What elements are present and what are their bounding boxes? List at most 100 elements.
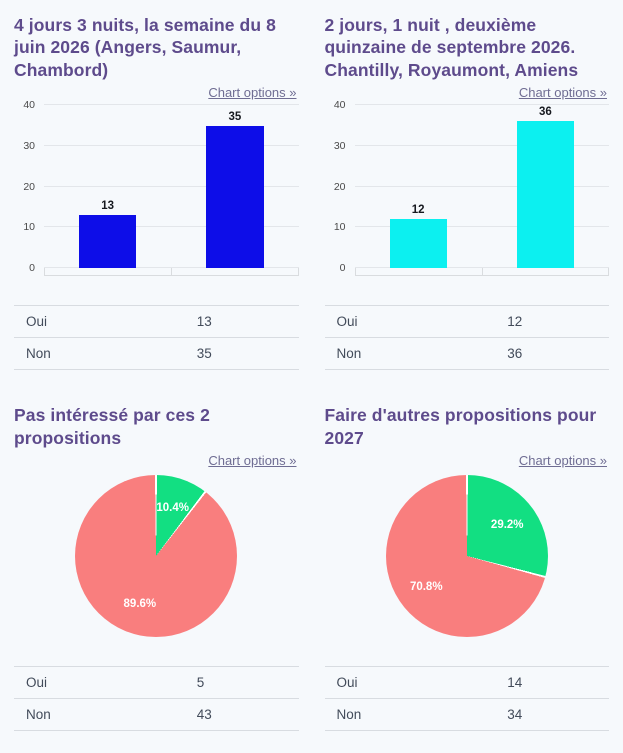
- bar: [206, 125, 264, 269]
- row-value-cell: 35: [184, 337, 299, 371]
- y-tick-label: 0: [339, 262, 346, 275]
- chart-panel-bar-septembre: 2 jours, 1 nuit , deuxième quinzaine de …: [324, 14, 610, 371]
- chart-title: Pas intéressé par ces 2 propositions: [14, 405, 210, 448]
- y-axis: 0 10 20 30 40: [325, 99, 355, 274]
- chart-panel-bar-juin: 4 jours 3 nuits, la semaine du 8 juin 20…: [14, 14, 299, 371]
- data-table: Oui 5 Non 43: [14, 665, 299, 731]
- bar-chart: 0 10 20 30 40 12 36: [325, 99, 610, 274]
- y-tick-label: 0: [29, 262, 35, 275]
- bar: [79, 215, 137, 269]
- y-tick-label: 30: [333, 139, 346, 152]
- gridline: [44, 226, 299, 228]
- x-tick: [481, 268, 483, 277]
- y-tick-label: 20: [333, 180, 346, 193]
- table-row: Non 36: [324, 337, 609, 371]
- pie-slice-label: 89.6%: [123, 598, 157, 611]
- gridline: [44, 267, 299, 269]
- x-tick: [608, 268, 609, 277]
- table-row: Oui 13: [14, 305, 299, 338]
- row-label-cell: Oui: [324, 665, 496, 699]
- bar-group: 36: [516, 105, 574, 269]
- bar-group: 13: [79, 105, 137, 269]
- chart-area: Chart options » 0 10 20 30 40 12 36: [325, 85, 610, 277]
- chart-panel-pie-2027: Faire d'autres propositions pour 2027 Ch…: [324, 404, 610, 731]
- bar-value-label: 36: [538, 106, 552, 119]
- row-label-cell: Non: [324, 337, 496, 371]
- x-tick: [297, 268, 299, 277]
- x-tick: [354, 268, 356, 277]
- bar-group: 12: [389, 105, 447, 269]
- table-row: Oui 12: [324, 305, 609, 338]
- table-row: Non 35: [14, 337, 299, 371]
- bar-series: 13 35: [44, 105, 299, 269]
- x-axis: [354, 268, 609, 277]
- pie-chart-area: 10.4% 89.6%: [14, 473, 299, 637]
- chart-options-link[interactable]: Chart options »: [208, 85, 297, 101]
- plot-area: 12 36: [354, 104, 610, 269]
- table-row: Oui 5: [14, 665, 299, 699]
- chart-area: Chart options » 10.4% 89.6%: [14, 453, 299, 637]
- table-row: Oui 14: [324, 665, 609, 699]
- bar-series: 12 36: [355, 105, 610, 269]
- row-label-cell: Non: [14, 697, 185, 731]
- data-table: Oui 13 Non 35: [14, 305, 299, 371]
- pie-slice-label: 70.8%: [409, 581, 443, 594]
- data-table: Oui 14 Non 34: [324, 665, 609, 731]
- row-label-cell: Oui: [324, 305, 496, 338]
- chart-options-link[interactable]: Chart options »: [208, 452, 297, 468]
- y-tick-label: 40: [23, 99, 35, 112]
- gridline: [354, 226, 609, 228]
- pie-slice-label: 29.2%: [490, 518, 524, 531]
- plot-area: 13 35: [44, 104, 299, 269]
- results-grid: 4 jours 3 nuits, la semaine du 8 juin 20…: [14, 14, 610, 731]
- row-value-cell: 14: [495, 665, 609, 699]
- y-tick-label: 10: [23, 221, 35, 234]
- gridline: [44, 185, 299, 187]
- bar: [516, 121, 574, 269]
- gridline: [354, 185, 609, 187]
- chart-title: 2 jours, 1 nuit , deuxième quinzaine de …: [324, 15, 579, 80]
- gridline: [44, 104, 299, 106]
- chart-panel-pie-pas-interesse: Pas intéressé par ces 2 propositions Cha…: [14, 404, 299, 731]
- row-value-cell: 36: [495, 337, 609, 371]
- bar-value-label: 12: [411, 204, 425, 217]
- chart-options-link[interactable]: Chart options »: [518, 452, 607, 468]
- row-value-cell: 34: [495, 697, 609, 731]
- x-axis: [44, 268, 299, 277]
- row-value-cell: 5: [184, 665, 299, 699]
- gridline: [44, 144, 299, 146]
- chart-title: Faire d'autres propositions pour 2027: [324, 405, 597, 448]
- row-value-cell: 13: [184, 305, 299, 338]
- row-label-cell: Oui: [14, 305, 185, 338]
- pie-chart-area: 29.2% 70.8%: [325, 473, 610, 637]
- bar-group: 35: [206, 105, 264, 269]
- y-axis: 0 10 20 30 40: [14, 99, 44, 274]
- row-value-cell: 43: [184, 697, 299, 731]
- bar-value-label: 13: [101, 200, 115, 213]
- gridline: [354, 267, 609, 269]
- y-tick-label: 10: [333, 221, 346, 234]
- bar-chart: 0 10 20 30 40 13 35: [14, 99, 299, 274]
- bar-value-label: 35: [228, 110, 242, 123]
- row-label-cell: Non: [14, 337, 185, 371]
- chart-options-link[interactable]: Chart options »: [518, 85, 607, 101]
- gridline: [354, 144, 609, 146]
- y-tick-label: 20: [23, 180, 35, 193]
- y-tick-label: 30: [23, 139, 35, 152]
- row-label-cell: Oui: [14, 665, 185, 699]
- table-row: Non 34: [324, 697, 609, 731]
- row-value-cell: 12: [495, 305, 609, 338]
- data-table: Oui 12 Non 36: [324, 305, 609, 371]
- chart-area: Chart options » 0 10 20 30 40 13 35: [14, 85, 299, 277]
- pie-slice-label: 10.4%: [156, 501, 189, 514]
- x-tick: [171, 268, 173, 277]
- row-label-cell: Non: [324, 697, 496, 731]
- pie-chart: 10.4% 89.6%: [75, 474, 238, 637]
- table-row: Non 43: [14, 697, 299, 731]
- chart-title: 4 jours 3 nuits, la semaine du 8 juin 20…: [14, 15, 276, 80]
- y-tick-label: 40: [333, 99, 346, 112]
- x-tick: [44, 268, 45, 277]
- bar: [389, 219, 447, 269]
- gridline: [354, 104, 609, 106]
- pie-chart: 29.2% 70.8%: [385, 474, 548, 637]
